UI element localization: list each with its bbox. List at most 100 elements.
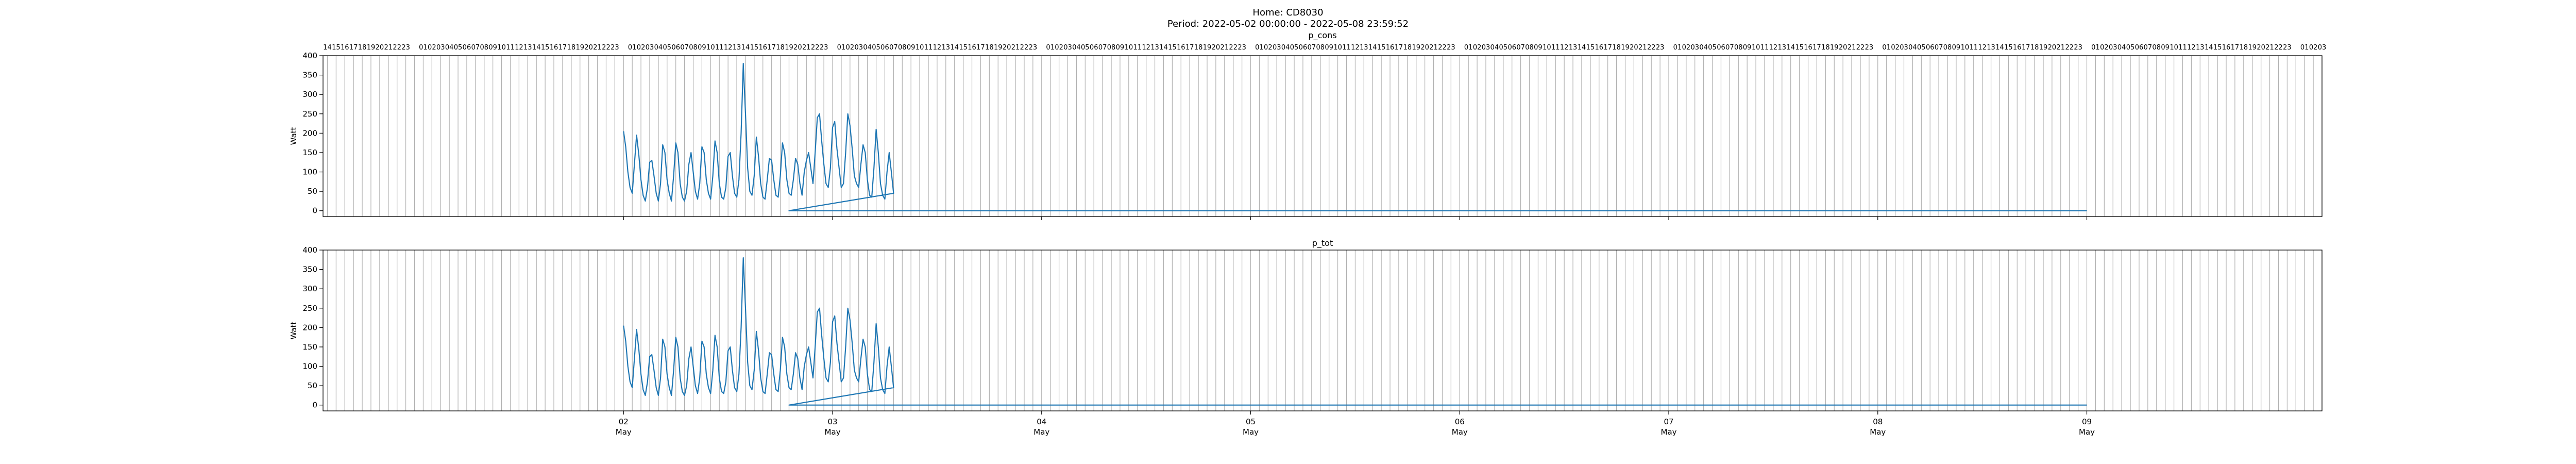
hour-tick-label: 06 <box>1090 44 1098 52</box>
hour-tick-label: 09 <box>1952 44 1961 52</box>
hour-tick-label: 18 <box>1612 44 1621 52</box>
hour-tick-label: 18 <box>2240 44 2248 52</box>
hour-tick-label: 03 <box>1273 44 1281 52</box>
hour-tick-label: 13 <box>1778 44 1787 52</box>
hour-tick-label: 21 <box>1848 44 1856 52</box>
hour-tick-label: 14 <box>1995 44 2004 52</box>
hour-tick-label: 09 <box>1534 44 1543 52</box>
hour-tick-label: 13 <box>523 44 532 52</box>
hour-tick-label: 04 <box>2117 44 2126 52</box>
axes-frame <box>323 55 2323 217</box>
hour-tick-label: 06 <box>1717 44 1725 52</box>
hour-tick-label: 03 <box>1482 44 1490 52</box>
day-tick-label: 07 <box>1664 417 1673 426</box>
hour-tick-label: 07 <box>1308 44 1316 52</box>
hour-tick-label: 15 <box>1377 44 1386 52</box>
hour-tick-label: 03 <box>646 44 654 52</box>
hour-tick-label: 18 <box>1403 44 1412 52</box>
hour-tick-label: 01 <box>1673 44 1682 52</box>
day-tick-label: 03 <box>827 417 837 426</box>
hour-tick-label: 05 <box>1081 44 1090 52</box>
hour-tick-label: 13 <box>1569 44 1578 52</box>
hour-tick-label: 08 <box>898 44 907 52</box>
y-tick-label: 350 <box>302 265 317 274</box>
hour-tick-label: 07 <box>1725 44 1734 52</box>
y-tick-label: 50 <box>308 187 317 196</box>
hour-tick-label: 19 <box>1203 44 1212 52</box>
month-tick-label: May <box>1661 427 1677 437</box>
hour-tick-label: 15 <box>1795 44 1804 52</box>
series-line <box>623 62 2087 211</box>
hour-tick-label: 18 <box>358 44 367 52</box>
hour-tick-label: 03 <box>2109 44 2117 52</box>
hour-tick-label: 18 <box>567 44 576 52</box>
hour-tick-label: 17 <box>349 44 358 52</box>
hour-tick-label: 22 <box>811 44 820 52</box>
hour-tick-label: 02 <box>2309 44 2318 52</box>
hour-tick-label: 08 <box>2153 44 2161 52</box>
hour-tick-label: 13 <box>1150 44 1159 52</box>
hour-tick-label: 21 <box>2057 44 2065 52</box>
hour-tick-label: 02 <box>1473 44 1482 52</box>
hour-tick-label: 03 <box>854 44 863 52</box>
hour-tick-label: 09 <box>488 44 497 52</box>
hour-tick-label: 13 <box>733 44 741 52</box>
hour-tick-label: 14 <box>1159 44 1168 52</box>
hour-tick-label: 15 <box>332 44 341 52</box>
hour-tick-label: 04 <box>863 44 872 52</box>
hour-tick-label: 06 <box>671 44 680 52</box>
hour-tick-label: 17 <box>1185 44 1194 52</box>
hour-tick-label: 07 <box>471 44 480 52</box>
y-tick-label: 0 <box>312 206 317 216</box>
hour-tick-label: 15 <box>1168 44 1177 52</box>
axes-frame <box>323 250 2323 411</box>
hour-tick-label: 08 <box>1734 44 1743 52</box>
hour-tick-label: 01 <box>2091 44 2100 52</box>
hour-tick-label: 14 <box>950 44 959 52</box>
y-tick-label: 400 <box>302 51 317 60</box>
hour-tick-label: 23 <box>820 44 828 52</box>
y-tick-label: 250 <box>302 109 317 119</box>
hour-tick-label: 05 <box>872 44 880 52</box>
day-tick-label: 06 <box>1455 417 1465 426</box>
hour-tick-label: 19 <box>785 44 793 52</box>
hour-tick-label: 21 <box>1638 44 1647 52</box>
hour-tick-label: 18 <box>2030 44 2039 52</box>
hour-tick-label: 10 <box>2170 44 2178 52</box>
hour-tick-label: 18 <box>985 44 994 52</box>
hour-tick-label: 20 <box>2048 44 2057 52</box>
hour-tick-label: 09 <box>1743 44 1752 52</box>
figure-title: Home: CD8030 <box>1252 7 1324 18</box>
hour-tick-label: 01 <box>1255 44 1264 52</box>
hour-tick-label: 23 <box>1447 44 1455 52</box>
hour-tick-label: 22 <box>2274 44 2283 52</box>
y-tick-label: 100 <box>302 168 317 177</box>
hour-tick-label: 12 <box>515 44 523 52</box>
hour-tick-label: 10 <box>497 44 506 52</box>
hour-tick-label: 05 <box>1708 44 1717 52</box>
hour-tick-label: 21 <box>1429 44 1438 52</box>
hour-tick-label: 08 <box>1943 44 1952 52</box>
hour-tick-label: 09 <box>698 44 706 52</box>
hour-tick-label: 20 <box>376 44 384 52</box>
hour-tick-label: 02 <box>1055 44 1063 52</box>
hour-tick-label: 07 <box>1935 44 1943 52</box>
hour-tick-label: 12 <box>1769 44 1778 52</box>
hour-tick-label: 20 <box>1420 44 1429 52</box>
hour-tick-label: 17 <box>2022 44 2030 52</box>
hour-tick-label: 02 <box>2100 44 2109 52</box>
hour-tick-label: 09 <box>1116 44 1125 52</box>
y-tick-label: 200 <box>302 128 317 138</box>
hour-tick-label: 04 <box>1072 44 1081 52</box>
hour-tick-label: 02 <box>846 44 855 52</box>
hour-tick-label: 05 <box>454 44 463 52</box>
hour-tick-label: 17 <box>2231 44 2240 52</box>
month-tick-label: May <box>825 427 841 437</box>
hour-tick-label: 03 <box>1900 44 1908 52</box>
day-tick-label: 05 <box>1246 417 1256 426</box>
hour-tick-label: 04 <box>1908 44 1917 52</box>
hour-tick-label: 05 <box>1499 44 1508 52</box>
hour-tick-label: 11 <box>2178 44 2187 52</box>
